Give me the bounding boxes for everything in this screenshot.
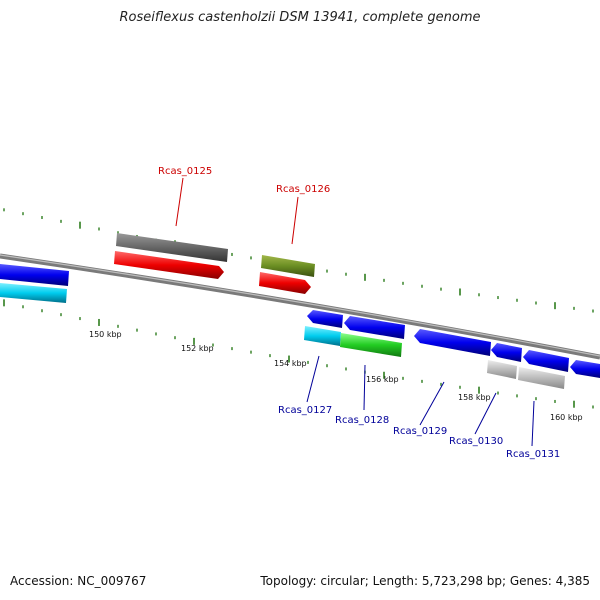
gene-rcas-0125-red [114, 251, 224, 279]
gene-rcas-0127-cyan [304, 326, 341, 346]
scale-label-152: 152 kbp [181, 344, 214, 353]
gene-rcas-0129-blue [414, 329, 491, 356]
tick-track-inner [3, 299, 594, 409]
forward-genes [0, 233, 315, 294]
scale-label-156: 156 kbp [366, 375, 399, 384]
leader-rcas-0128 [363, 364, 366, 411]
genome-backbone [0, 253, 600, 360]
scale-label-154: 154 kbp [274, 359, 307, 368]
scale-label-150: 150 kbp [89, 330, 122, 339]
gene-left-blue [0, 264, 69, 286]
gene-left-cyan [0, 283, 67, 303]
gene-rcas-0125-dark [116, 233, 228, 262]
leader-rcas-0131 [531, 400, 535, 447]
label-rcas-0125: Rcas_0125 [158, 166, 212, 177]
label-rcas-0126: Rcas_0126 [276, 184, 330, 195]
label-rcas-0131: Rcas_0131 [506, 449, 560, 460]
gene-rcas-0130-grey [487, 360, 517, 379]
leader-rcas-0129 [419, 381, 445, 426]
label-rcas-0129: Rcas_0129 [393, 426, 447, 437]
tick-track-outer [3, 208, 594, 313]
gene-rcas-0128-blue [344, 316, 405, 339]
gene-right-blue [570, 360, 600, 378]
label-leaders [175, 177, 535, 447]
scale-label-158: 158 kbp [458, 393, 491, 402]
leader-rcas-0127 [306, 355, 320, 403]
label-rcas-0128: Rcas_0128 [335, 415, 389, 426]
map-title: Roseiflexus castenholzii DSM 13941, comp… [119, 10, 481, 25]
gene-rcas-0131-grey [518, 367, 565, 389]
reverse-genes [0, 283, 600, 389]
gene-rcas-0126-red [259, 272, 311, 294]
leader-rcas-0125 [175, 177, 184, 227]
gene-rcas-0131-blue [523, 350, 569, 372]
gene-rcas-0128-green [340, 333, 402, 357]
leader-rcas-0126 [291, 196, 299, 245]
gene-rcas-0127-blue [307, 310, 343, 328]
genome-backbone-highlight [0, 254, 600, 357]
scale-label-160: 160 kbp [550, 413, 583, 422]
gene-rcas-0130-blue [491, 343, 522, 362]
genome-summary-text: Topology: circular; Length: 5,723,298 bp… [260, 574, 590, 588]
label-rcas-0130: Rcas_0130 [449, 436, 503, 447]
leader-rcas-0130 [474, 392, 497, 435]
label-rcas-0127: Rcas_0127 [278, 405, 332, 416]
accession-text: Accession: NC_009767 [10, 574, 147, 588]
gene-rcas-0126-olive [261, 255, 315, 277]
